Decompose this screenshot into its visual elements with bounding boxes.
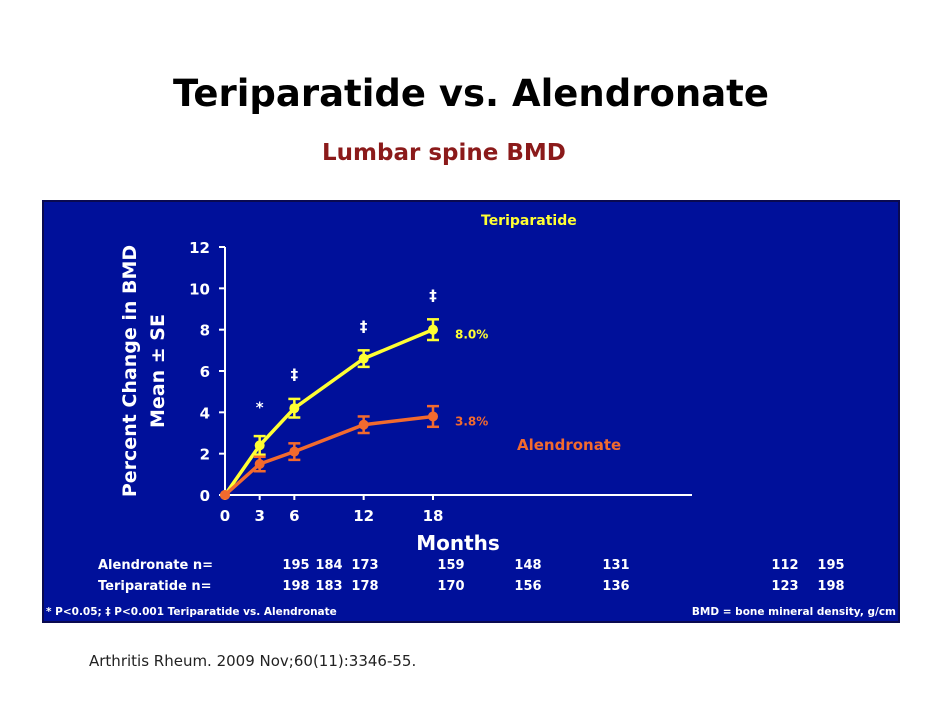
n-table-cell: 156 [514,579,541,594]
n-table-cell: 195 [282,558,309,573]
significance-marker: ‡ [291,365,299,383]
citation: Arthritis Rheum. 2009 Nov;60(11):3346-55… [89,652,417,670]
x-tick-label: 0 [220,507,230,525]
x-tick-label: 18 [423,507,444,525]
alendronate-point [220,490,230,500]
n-table-cell: 178 [351,579,378,594]
n-table-cell: 136 [602,579,629,594]
alendronate-point [289,446,300,457]
teriparatide-end-label: 8.0% [455,328,488,342]
n-table-cell: 198 [817,579,844,594]
y-axis-label-line1: Percent Change in BMD [119,245,141,497]
y-axis-label-line2: Mean ± SE [147,314,169,428]
y-tick-label: 2 [200,446,210,464]
x-tick-label: 3 [254,507,264,525]
legend-alendronate: Alendronate [517,436,621,454]
n-table-cell: 159 [437,558,464,573]
legend: Teriparatide Alendronate [481,213,621,454]
n-table-cell: 131 [602,558,629,573]
n-table-cell: 148 [514,558,541,573]
annotations: * ‡ ‡ ‡ [256,287,438,417]
significance-marker: ‡ [429,287,437,305]
ticks: 0 2 4 6 8 10 12 0 3 6 12 18 [189,239,443,525]
alendronate-point [254,459,265,469]
footnote-right: BMD = bone mineral density, g/cm [692,606,896,618]
legend-teriparatide: Teriparatide [481,213,577,229]
chart-panel: 0 2 4 6 8 10 12 0 3 6 12 18 8.0% 3.8% * ‡ ‡ ‡ Percent C… [42,200,900,623]
n-table-cell: 183 [315,579,342,594]
y-tick-label: 8 [200,322,210,340]
alendronate-point [358,419,369,430]
n-table: Alendronate n= 195 184 173 159 148 131 112 195 Te… [98,558,845,594]
alendronate-point [428,411,438,422]
y-tick-label: 12 [189,239,210,257]
teriparatide-point [358,353,369,364]
slide-title: Teriparatide vs. Alendronate [173,72,769,115]
n-table-cell: 184 [315,558,342,573]
n-table-cell: 112 [771,558,798,573]
teriparatide-point [289,403,300,414]
n-table-cell: 170 [437,579,464,594]
x-tick-label: 12 [353,507,374,525]
significance-marker: * [256,398,264,416]
n-table-row-label: Alendronate n= [98,558,213,573]
n-table-cell: 198 [282,579,309,594]
series: 8.0% 3.8% [220,318,488,500]
n-table-row-label: Teriparatide n= [98,579,212,594]
footnote-left: * P<0.05; ‡ P<0.001 Teriparatide vs. Ale… [46,606,337,618]
y-tick-label: 0 [200,487,210,505]
y-tick-label: 10 [189,280,210,298]
n-table-cell: 195 [817,558,844,573]
bmd-line-chart: 0 2 4 6 8 10 12 0 3 6 12 18 8.0% 3.8% * ‡ ‡ ‡ Percent C… [46,213,896,618]
y-tick-label: 4 [200,404,210,422]
slide-subtitle: Lumbar spine BMD [322,140,566,166]
alendronate-end-label: 3.8% [455,414,488,428]
teriparatide-point [254,440,265,451]
y-tick-label: 6 [200,363,210,381]
teriparatide-point [428,324,438,335]
x-axis-label: Months [416,531,500,555]
n-table-cell: 123 [771,579,798,594]
significance-marker: ‡ [360,318,368,336]
x-tick-label: 6 [289,507,299,525]
n-table-cell: 173 [351,558,378,573]
